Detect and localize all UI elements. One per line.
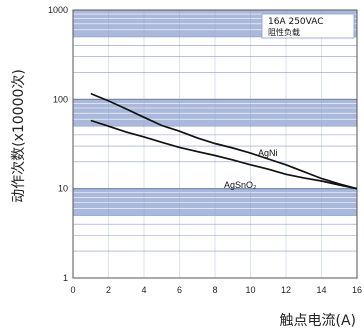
y-tick-label: 100 <box>53 94 68 104</box>
series-line-1 <box>90 119 358 190</box>
x-tick-label: 12 <box>281 285 291 295</box>
x-tick-label: 16 <box>352 285 362 295</box>
x-tick-label: 2 <box>106 285 111 295</box>
series-layer <box>90 92 358 190</box>
x-tick-label: 6 <box>177 285 182 295</box>
y-tick-labels: 1 10 100 1000 <box>48 5 68 283</box>
x-tick-label: 4 <box>141 285 146 295</box>
x-tick-labels: 0 2 4 6 8 10 12 14 16 <box>70 285 362 295</box>
legend-line2: 阻性负载 <box>268 27 300 37</box>
y-tick-label: 10 <box>58 184 68 194</box>
plot-frame <box>72 9 358 279</box>
x-tick-label: 14 <box>316 285 326 295</box>
legend-box <box>261 13 355 39</box>
legend-line1: 16A 250VAC <box>268 17 324 27</box>
x-axis-title: 触点电流(A) <box>279 313 356 329</box>
x-tick-label: 8 <box>212 285 217 295</box>
y-tick-label: 1 <box>63 273 68 283</box>
x-tick-label: 10 <box>245 285 255 295</box>
series-line-0 <box>90 92 358 190</box>
series-label-agsno2: AgSnO₂ <box>224 180 257 190</box>
y-axis-title: 动作次数(x10000次) <box>11 69 27 203</box>
y-tick-label: 1000 <box>48 5 68 15</box>
legend: 16A 250VAC 阻性负载 <box>261 13 355 39</box>
series-label-agni: AgNi <box>258 148 278 158</box>
x-tick-label: 0 <box>70 285 75 295</box>
